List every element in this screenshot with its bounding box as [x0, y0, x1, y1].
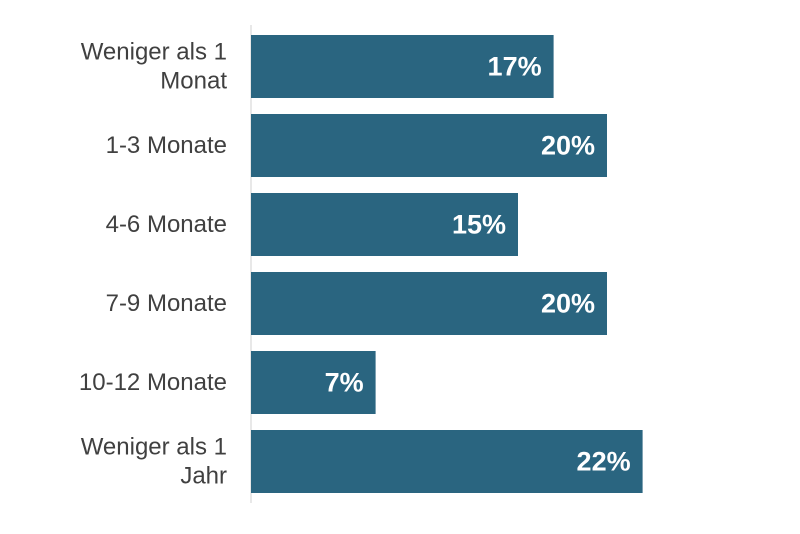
- value-label: 15%: [452, 210, 506, 240]
- category-label: 1-3 Monate: [106, 132, 227, 159]
- category-label-line: 7-9 Monate: [106, 290, 227, 317]
- value-label: 20%: [541, 131, 595, 161]
- category-label-line: Monat: [160, 68, 227, 95]
- category-label-line: 1-3 Monate: [106, 132, 227, 159]
- category-label: Weniger als 1 Monat: [81, 39, 228, 95]
- category-label: Weniger als 1 Jahr: [81, 434, 227, 490]
- category-label-line: 10-12 Monate: [79, 369, 227, 396]
- bar: [251, 430, 643, 493]
- category-label-line: Weniger als 1: [81, 39, 227, 66]
- bar: [251, 272, 607, 335]
- bars-group: [251, 35, 643, 493]
- category-label-line: Weniger als 1: [81, 434, 227, 461]
- value-label: 7%: [325, 368, 364, 398]
- value-label: 20%: [541, 289, 595, 319]
- bar: [251, 114, 607, 177]
- value-labels-group: 17% 20% 15% 20% 7% 22%: [325, 52, 631, 477]
- value-label: 17%: [488, 52, 542, 82]
- category-label-line: Jahr: [180, 463, 227, 490]
- category-label: 10-12 Monate: [79, 369, 227, 396]
- bar: [251, 193, 518, 256]
- value-label: 22%: [577, 447, 631, 477]
- category-label: 7-9 Monate: [106, 290, 227, 317]
- category-label: 4-6 Monate: [106, 211, 227, 238]
- bar: [251, 35, 554, 98]
- category-label-line: 4-6 Monate: [106, 211, 227, 238]
- bar: [251, 351, 376, 414]
